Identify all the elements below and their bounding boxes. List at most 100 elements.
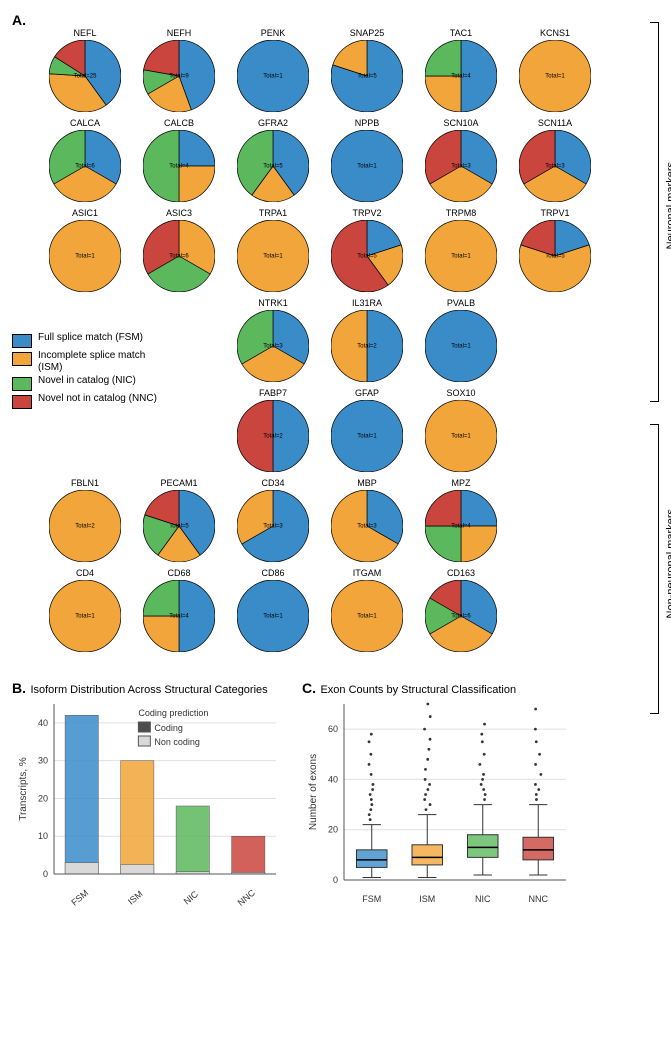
pie-chart-nefl: NEFLTotal=25 <box>42 28 128 112</box>
svg-text:30: 30 <box>38 756 48 766</box>
svg-text:FSM: FSM <box>69 888 90 908</box>
pie-chart-snap25: SNAP25Total=5 <box>324 28 410 112</box>
pie-chart-sox10: SOX10 Total=1 <box>418 388 504 472</box>
pie-title: TRPM8 <box>446 208 477 218</box>
pie-title: ASIC1 <box>72 208 98 218</box>
svg-text:Total=1: Total=1 <box>451 344 471 350</box>
svg-text:Total=3: Total=3 <box>263 344 283 350</box>
svg-text:Total=4: Total=4 <box>169 164 189 170</box>
svg-text:Total=5: Total=5 <box>545 254 565 260</box>
legend-label: Full splice match (FSM) <box>38 332 143 344</box>
svg-text:Total=3: Total=3 <box>357 524 377 530</box>
pie-title: CD34 <box>261 478 284 488</box>
svg-text:ISM: ISM <box>419 894 435 904</box>
pie-title: MBP <box>357 478 377 488</box>
pie-chart-mpz: MPZ Total=4 <box>418 478 504 562</box>
svg-text:40: 40 <box>328 774 338 784</box>
svg-text:Total=2: Total=2 <box>75 524 95 530</box>
svg-text:Total=1: Total=1 <box>451 254 471 260</box>
legend-label: Novel in catalog (NIC) <box>38 375 136 387</box>
svg-text:Coding: Coding <box>154 723 183 733</box>
pie-chart-scn11a: SCN11A Total=3 <box>512 118 598 202</box>
pie-title: GFAP <box>355 388 379 398</box>
pie-chart-cd163: CD163Total=6 <box>418 568 504 652</box>
legend-item: Novel in catalog (NIC) <box>12 375 172 391</box>
svg-text:Total=5: Total=5 <box>169 524 189 530</box>
pie-title: SCN10A <box>443 118 478 128</box>
pie-row: NTRK1Total=3IL31RATotal=2PVALBTotal=1 <box>230 298 659 382</box>
pie-chart-asic3: ASIC3Total=6 <box>136 208 222 292</box>
label-nonneuronal: Non-neuronal markers <box>665 509 671 618</box>
panel-a: A. NEFLTotal=25 NEFH Total=9 PENK Total=1 SNA… <box>12 12 659 652</box>
svg-text:Total=1: Total=1 <box>357 614 377 620</box>
svg-text:Transcripts, %: Transcripts, % <box>18 757 29 821</box>
svg-text:Total=3: Total=3 <box>451 164 471 170</box>
panel-bc-row: B. Isoform Distribution Across Structura… <box>12 680 659 913</box>
svg-text:0: 0 <box>43 869 48 879</box>
svg-text:Number of exons: Number of exons <box>308 754 319 830</box>
pie-title: SCN11A <box>538 118 572 128</box>
pie-row: FABP7Total=2 GFAP Total=1SOX10 Total=1 <box>230 388 659 472</box>
pie-chart-cd68: CD68 Total=4 <box>136 568 222 652</box>
svg-text:Total=1: Total=1 <box>263 614 283 620</box>
legend-item: Full splice match (FSM) <box>12 332 172 348</box>
pie-chart-trpv1: TRPV1Total=5 <box>512 208 598 292</box>
pie-title: CD163 <box>447 568 475 578</box>
pie-chart-fabp7: FABP7Total=2 <box>230 388 316 472</box>
pie-title: CALCB <box>164 118 194 128</box>
svg-text:Total=4: Total=4 <box>169 614 189 620</box>
label-neuronal: Neuronal markers <box>665 162 671 249</box>
pie-chart-cd86: CD86 Total=1 <box>230 568 316 652</box>
svg-text:Total=1: Total=1 <box>451 434 471 440</box>
pie-title: CD68 <box>167 568 190 578</box>
legend-swatch <box>12 377 32 391</box>
pie-row: FBLN1Total=2PECAM1Total=5 CD34 Total=3 MBP T… <box>42 478 659 562</box>
pie-chart-pecam1: PECAM1Total=5 <box>136 478 222 562</box>
legend-label: Novel not in catalog (NNC) <box>38 393 157 405</box>
pie-title: ASIC3 <box>166 208 192 218</box>
svg-text:60: 60 <box>328 724 338 734</box>
svg-text:Total=1: Total=1 <box>263 254 283 260</box>
pie-title: IL31RA <box>352 298 382 308</box>
pie-title: MPZ <box>452 478 471 488</box>
pie-chart-ntrk1: NTRK1Total=3 <box>230 298 316 382</box>
pie-title: SNAP25 <box>350 28 385 38</box>
pie-row: ASIC1Total=1ASIC3Total=6TRPA1Total=1TRPV… <box>42 208 659 292</box>
pie-title: SOX10 <box>446 388 475 398</box>
svg-text:40: 40 <box>38 718 48 728</box>
pie-title: CD86 <box>261 568 284 578</box>
svg-text:Total=3: Total=3 <box>545 164 565 170</box>
svg-text:20: 20 <box>328 825 338 835</box>
legend-swatch <box>12 352 32 366</box>
pie-title: NEFL <box>73 28 96 38</box>
pie-chart-cd4: CD4Total=1 <box>42 568 128 652</box>
pie-chart-calcb: CALCB Total=4 <box>136 118 222 202</box>
svg-text:Total=3: Total=3 <box>263 524 283 530</box>
svg-text:Total=4: Total=4 <box>451 524 471 530</box>
svg-text:Total=9: Total=9 <box>169 74 189 80</box>
pie-chart-tac1: TAC1 Total=4 <box>418 28 504 112</box>
panel-b: B. Isoform Distribution Across Structura… <box>12 680 282 913</box>
panel-b-title: Isoform Distribution Across Structural C… <box>30 684 267 696</box>
svg-text:10: 10 <box>38 831 48 841</box>
svg-text:NNC: NNC <box>529 894 549 904</box>
svg-text:20: 20 <box>38 793 48 803</box>
svg-text:NIC: NIC <box>475 894 491 904</box>
pie-chart-nefh: NEFH Total=9 <box>136 28 222 112</box>
svg-text:Total=2: Total=2 <box>263 434 283 440</box>
pie-chart-itgam: ITGAMTotal=1 <box>324 568 410 652</box>
pie-title: TAC1 <box>450 28 472 38</box>
bracket-nonneuronal <box>658 424 659 714</box>
pie-chart-cd34: CD34 Total=3 <box>230 478 316 562</box>
legend-swatch <box>12 395 32 409</box>
pie-title: CD4 <box>76 568 94 578</box>
svg-text:0: 0 <box>333 875 338 885</box>
pie-title: NEFH <box>167 28 192 38</box>
pie-title: CALCA <box>70 118 100 128</box>
panel-c-chart: 0204060FSMISMNICNNCNumber of exons <box>302 698 572 913</box>
pie-title: PENK <box>261 28 286 38</box>
panel-a-label: A. <box>12 12 659 28</box>
pie-chart-fbln1: FBLN1Total=2 <box>42 478 128 562</box>
svg-text:Total=4: Total=4 <box>451 74 471 80</box>
pie-chart-il31ra: IL31RATotal=2 <box>324 298 410 382</box>
